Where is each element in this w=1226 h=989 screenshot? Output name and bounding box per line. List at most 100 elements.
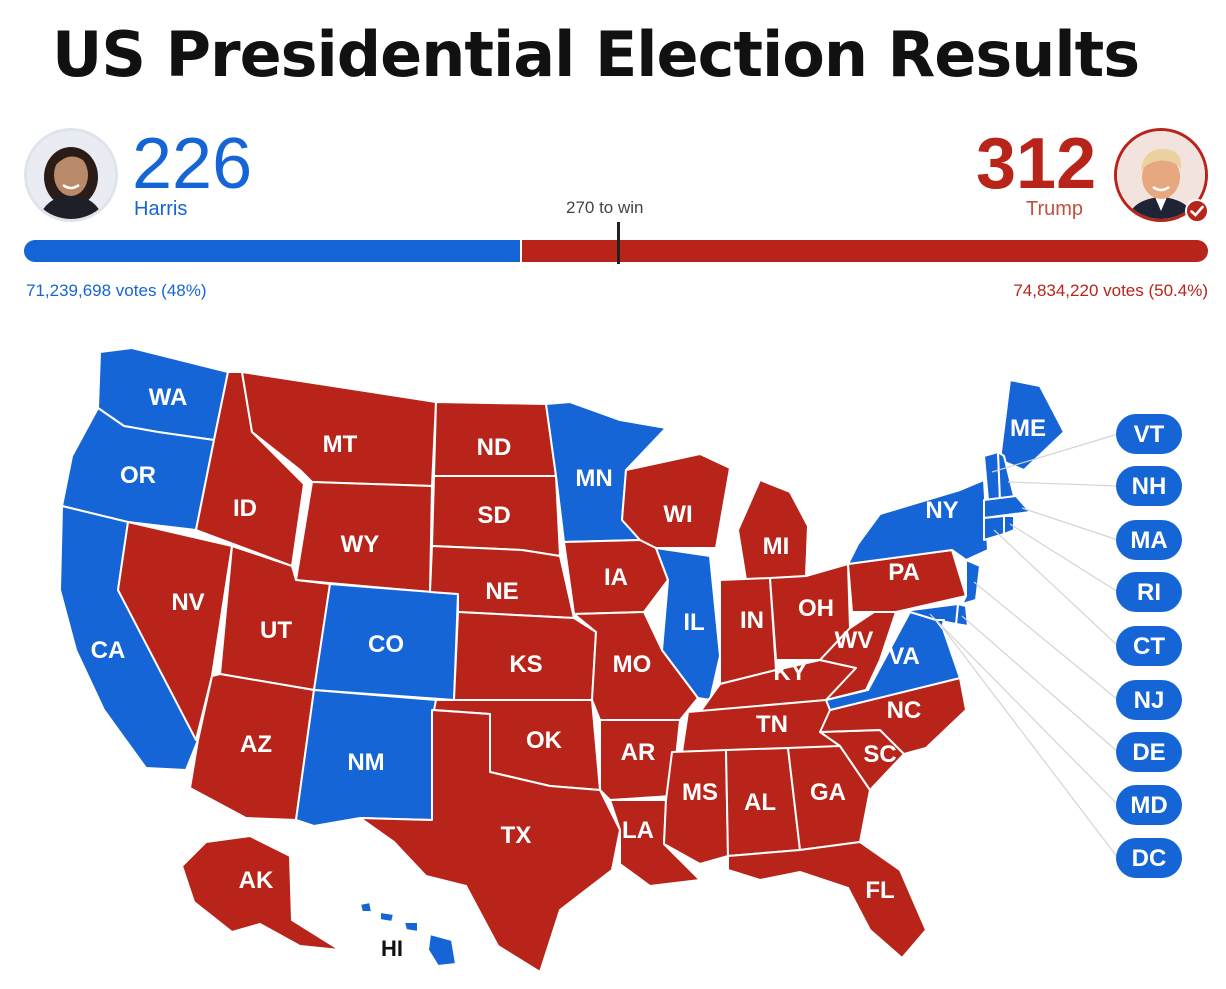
label-me: ME (1010, 415, 1046, 442)
label-oh: OH (798, 595, 834, 622)
state-mi[interactable] (737, 479, 809, 581)
svg-text:DC: DC (1132, 845, 1167, 872)
svg-text:DE: DE (1132, 739, 1165, 766)
label-ut: UT (260, 617, 292, 644)
callout-ri[interactable]: RI (1116, 572, 1182, 612)
state-ri[interactable] (1003, 515, 1015, 535)
label-sc: SC (863, 741, 896, 768)
label-il: IL (683, 609, 704, 636)
label-fl: FL (865, 877, 894, 904)
callout-dc[interactable]: DC (1116, 838, 1182, 878)
label-co: CO (368, 631, 404, 658)
label-va: VA (888, 643, 920, 670)
svg-text:NH: NH (1132, 473, 1167, 500)
state-ma[interactable] (983, 495, 1031, 519)
label-nc: NC (887, 697, 922, 724)
state-il[interactable] (655, 547, 721, 701)
label-nv: NV (171, 589, 204, 616)
callout-nj[interactable]: NJ (1116, 680, 1182, 720)
label-ca: CA (91, 637, 126, 664)
label-ar: AR (621, 739, 656, 766)
harris-progress-bar (24, 240, 520, 262)
leader-ri (1009, 523, 1119, 593)
state-hi[interactable] (359, 901, 457, 967)
leader-nh (1007, 481, 1119, 487)
trump-electoral-count: 312 (976, 124, 1097, 204)
checkmark-icon (1185, 199, 1209, 223)
leader-ct (993, 529, 1119, 647)
page-title: US Presidential Election Results (52, 18, 1140, 91)
svg-text:RI: RI (1137, 579, 1161, 606)
state-nj[interactable] (961, 559, 981, 605)
state-ar[interactable] (599, 719, 681, 801)
label-id: ID (233, 495, 257, 522)
label-nd: ND (477, 434, 512, 461)
label-ks: KS (509, 651, 542, 678)
state-ak[interactable] (181, 835, 341, 951)
threshold-marker (617, 222, 620, 264)
label-ne: NE (485, 578, 518, 605)
label-wi: WI (663, 501, 692, 528)
harris-name: Harris (134, 198, 188, 220)
leader-dc (939, 623, 1119, 859)
label-ky: KY (773, 659, 806, 686)
trump-name: Trump (1026, 198, 1084, 220)
label-nm: NM (347, 749, 384, 776)
state-ms[interactable] (663, 749, 729, 865)
svg-text:MD: MD (1130, 792, 1167, 819)
state-wv[interactable] (819, 607, 897, 701)
state-labels: WA OR CA NV ID MT WY UT CO AZ NM ND SD N… (91, 384, 1046, 961)
label-ny: NY (925, 497, 958, 524)
label-hi: HI (381, 936, 403, 961)
callout-de[interactable]: DE (1116, 732, 1182, 772)
state-ny[interactable] (847, 479, 989, 565)
svg-text:VT: VT (1134, 421, 1165, 448)
label-tx: TX (501, 822, 532, 849)
label-az: AZ (240, 731, 272, 758)
leader-ma (1021, 507, 1119, 541)
state-me[interactable] (999, 379, 1065, 471)
callout-vt[interactable]: VT (1116, 414, 1182, 454)
callout-ct[interactable]: CT (1116, 626, 1182, 666)
callout-ma[interactable]: MA (1116, 520, 1182, 560)
label-sd: SD (477, 502, 510, 529)
leader-de (961, 615, 1119, 753)
harris-avatar (24, 128, 118, 222)
label-in: IN (740, 607, 764, 634)
label-or: OR (120, 462, 156, 489)
label-ga: GA (810, 779, 846, 806)
trump-popular-votes: 74,834,220 votes (50.4%) (1013, 281, 1208, 300)
callout-leaders (929, 433, 1119, 859)
callout-nh[interactable]: NH (1116, 466, 1182, 506)
label-mn: MN (575, 465, 612, 492)
svg-text:MA: MA (1130, 527, 1167, 554)
label-ia: IA (604, 564, 628, 591)
leader-nj (973, 581, 1119, 701)
harris-popular-votes: 71,239,698 votes (48%) (26, 281, 207, 300)
label-ok: OK (526, 727, 563, 754)
label-ms: MS (682, 779, 718, 806)
state-fl[interactable] (727, 841, 927, 959)
label-wa: WA (149, 384, 188, 411)
label-wy: WY (341, 531, 380, 558)
label-al: AL (744, 789, 776, 816)
state-tx[interactable] (359, 709, 621, 973)
label-pa: PA (888, 559, 920, 586)
leader-vt (991, 433, 1119, 473)
label-wv: WV (835, 627, 874, 654)
svg-text:CT: CT (1133, 633, 1165, 660)
state-shapes (59, 347, 1065, 973)
us-election-map: VT NH MA RI CT NJ DE MD DC WA OR CA NV I… (59, 347, 1182, 973)
state-nc[interactable] (819, 677, 967, 755)
label-la: LA (622, 817, 654, 844)
trump-progress-bar (522, 240, 1208, 262)
label-mi: MI (763, 533, 790, 560)
callout-md[interactable]: MD (1116, 785, 1182, 825)
state-ga[interactable] (787, 745, 871, 851)
callout-pills: VT NH MA RI CT NJ DE MD DC (1116, 414, 1182, 878)
label-mo: MO (613, 651, 652, 678)
svg-text:NJ: NJ (1134, 687, 1165, 714)
state-wi[interactable] (621, 453, 731, 549)
harris-electoral-count: 226 (132, 124, 253, 204)
label-ak: AK (239, 867, 274, 894)
